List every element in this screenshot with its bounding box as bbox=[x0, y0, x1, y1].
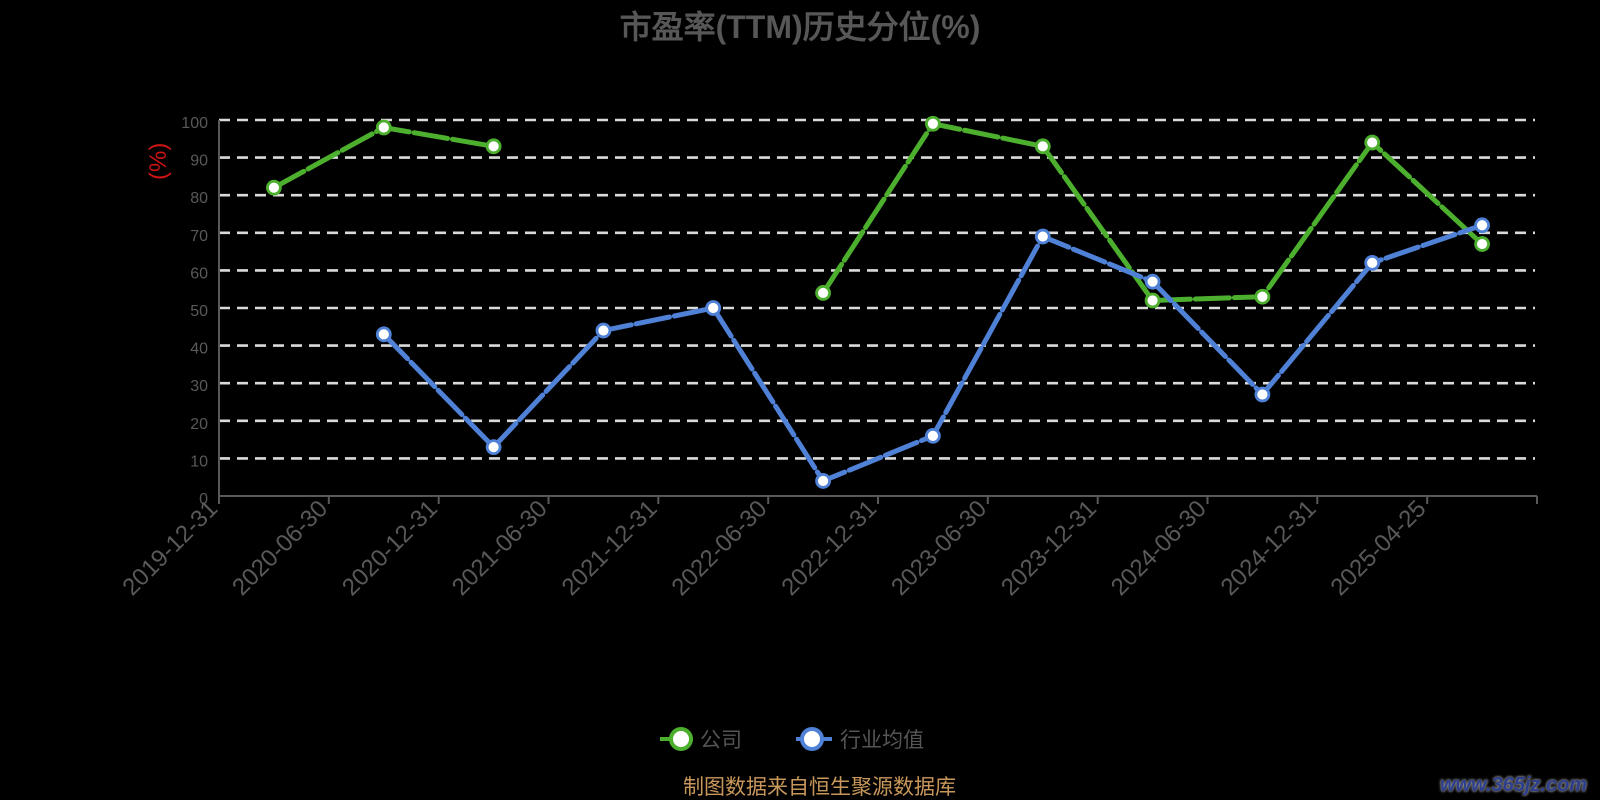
svg-text:2024-06-30: 2024-06-30 bbox=[1106, 495, 1212, 601]
svg-text:2021-06-30: 2021-06-30 bbox=[447, 495, 553, 601]
svg-text:2021-12-31: 2021-12-31 bbox=[557, 495, 663, 601]
svg-text:2020-06-30: 2020-06-30 bbox=[227, 495, 333, 601]
svg-text:100: 100 bbox=[181, 115, 208, 132]
svg-text:公司: 公司 bbox=[700, 729, 742, 752]
svg-text:2020-12-31: 2020-12-31 bbox=[337, 495, 443, 601]
svg-text:10: 10 bbox=[190, 453, 208, 470]
svg-text:2023-12-31: 2023-12-31 bbox=[996, 495, 1102, 601]
svg-text:2024-12-31: 2024-12-31 bbox=[1216, 495, 1322, 601]
svg-text:30: 30 bbox=[190, 378, 208, 395]
svg-text:80: 80 bbox=[190, 190, 208, 207]
svg-text:20: 20 bbox=[190, 416, 208, 433]
svg-text:2019-12-31: 2019-12-31 bbox=[117, 495, 223, 601]
svg-text:50: 50 bbox=[190, 303, 208, 320]
svg-text:2022-12-31: 2022-12-31 bbox=[776, 495, 882, 601]
svg-text:2025-04-25: 2025-04-25 bbox=[1326, 495, 1432, 601]
svg-text:行业均值: 行业均值 bbox=[840, 729, 924, 752]
svg-text:90: 90 bbox=[190, 153, 208, 170]
svg-text:70: 70 bbox=[190, 228, 208, 245]
svg-text:2022-06-30: 2022-06-30 bbox=[667, 495, 773, 601]
svg-text:2023-06-30: 2023-06-30 bbox=[886, 495, 992, 601]
svg-text:60: 60 bbox=[190, 265, 208, 282]
svg-text:40: 40 bbox=[190, 341, 208, 358]
